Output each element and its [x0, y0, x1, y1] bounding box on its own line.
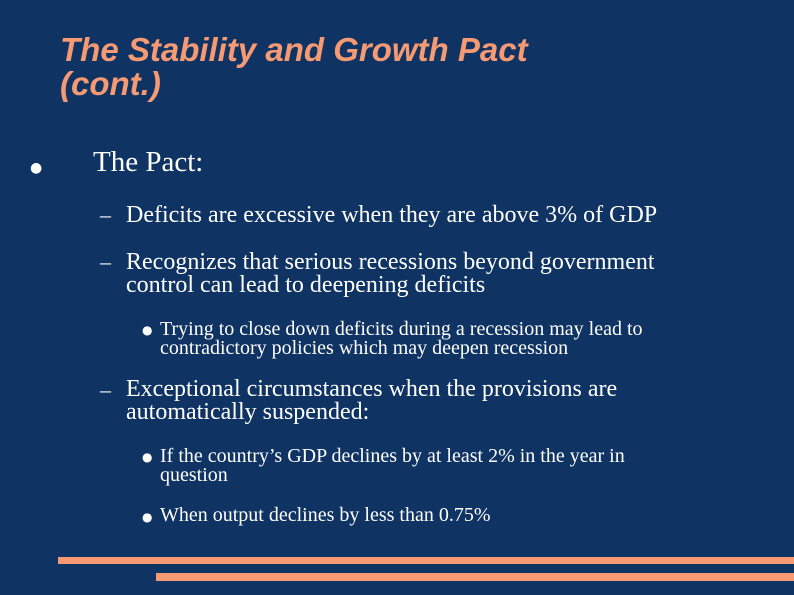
decorative-bar-bottom	[156, 573, 794, 581]
bullet-sub2-line1: If the country’s GDP declines by at leas…	[160, 445, 625, 467]
decorative-bar-top	[58, 557, 794, 564]
bullet-dot-icon: ●	[30, 160, 43, 176]
bullet-sub1-line1: Trying to close down deficits during a r…	[160, 318, 643, 340]
bullet-sub1-line2: contradictory policies which may deepen …	[160, 337, 569, 359]
bullet-item2-line2: control can lead to deepening deficits	[126, 272, 486, 298]
slide-title: The Stability and Growth Pact (cont.)	[60, 33, 760, 101]
bullet-sub3-text: When output declines by less than 0.75%	[160, 504, 491, 526]
bullet-main-text: The Pact:	[93, 146, 204, 178]
dash-bullet-icon: –	[100, 377, 111, 402]
bullet-sub2-line2: question	[160, 464, 228, 486]
bullet-dot-icon: ●	[142, 510, 153, 524]
slide-title-line1: The Stability and Growth Pact	[60, 31, 528, 68]
bullet-dot-icon: ●	[142, 450, 153, 464]
dash-bullet-icon: –	[100, 249, 111, 274]
bullet-dot-icon: ●	[142, 323, 153, 337]
bullet-item1-text: Deficits are excessive when they are abo…	[126, 202, 658, 228]
dash-bullet-icon: –	[100, 202, 111, 227]
bullet-item3-line2: automatically suspended:	[126, 399, 370, 425]
bullet-item3-line1: Exceptional circumstances when the provi…	[126, 376, 618, 402]
bullet-item2-line1: Recognizes that serious recessions beyon…	[126, 249, 655, 275]
slide-title-line2: (cont.)	[60, 65, 161, 102]
